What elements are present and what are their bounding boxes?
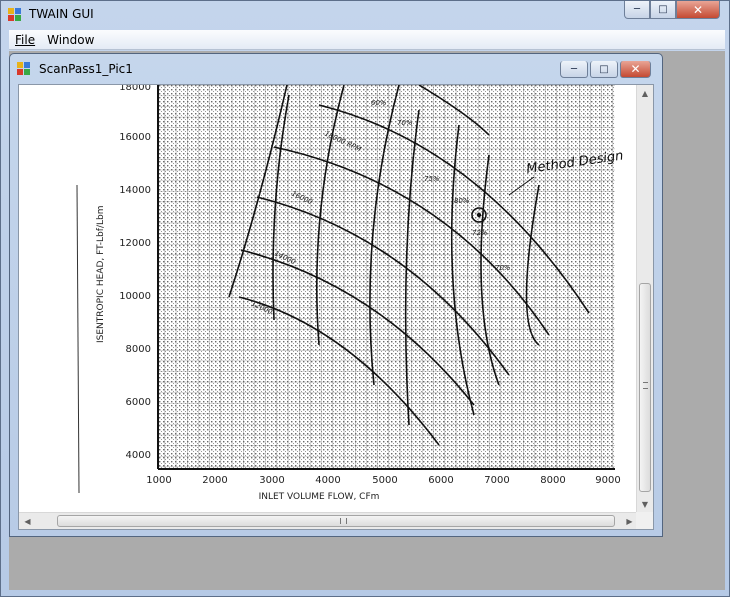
efficiency-label: 72% — [472, 229, 488, 237]
x-tick-label: 8000 — [540, 475, 565, 486]
efficiency-label: 70% — [495, 264, 511, 272]
y-axis-label: ISENTROPIC HEAD, FT-Lbf/Lbm — [96, 206, 106, 343]
y-tick-label: 10000 — [119, 291, 151, 302]
child-maximize-button[interactable]: □ — [590, 61, 618, 78]
y-tick-label: 6000 — [126, 397, 151, 408]
speed-line — [256, 196, 510, 376]
efficiency-line — [404, 109, 420, 426]
efficiency-line — [525, 184, 540, 346]
efficiency-line — [272, 94, 290, 321]
efficiency-line — [315, 85, 345, 346]
speed-line — [273, 146, 550, 336]
y-tick-label: 4000 — [126, 450, 151, 461]
scroll-left-arrow-icon[interactable]: ◀ — [24, 516, 31, 526]
menu-bar: File Window — [9, 30, 725, 50]
y-tick-label: 16000 — [119, 132, 151, 143]
child-title-bar[interactable]: ScanPass1_Pic1 ─ □ ✕ — [10, 54, 662, 80]
x-tick-label: 4000 — [315, 475, 340, 486]
scroll-up-arrow-icon[interactable]: ▲ — [641, 89, 649, 98]
horizontal-scroll-thumb[interactable] — [57, 515, 615, 527]
minimize-button[interactable]: ─ — [624, 1, 650, 19]
x-tick-label: 6000 — [428, 475, 453, 486]
stonewall-line — [418, 85, 490, 136]
maximize-button[interactable]: □ — [650, 1, 676, 19]
design-point-icon — [471, 207, 487, 223]
speed-line — [318, 104, 590, 314]
x-axis-label: INLET VOLUME FLOW, CFm — [259, 492, 380, 502]
child-window: ScanPass1_Pic1 ─ □ ✕ — [9, 53, 663, 537]
scanned-image: 18000 16000 14000 12000 10000 8000 6000 … — [19, 85, 638, 513]
vertical-scrollbar[interactable]: ▲ ▼ — [636, 85, 653, 513]
horizontal-scrollbar[interactable]: ◀ ▶ — [19, 512, 638, 529]
x-tick-label: 1000 — [146, 475, 171, 486]
x-tick-label: 5000 — [372, 475, 397, 486]
y-tick-label-top: 18000 — [119, 85, 151, 93]
y-tick-label: 14000 — [119, 185, 151, 196]
y-tick-label: 8000 — [126, 344, 151, 355]
efficiency-label: 75% — [424, 175, 440, 183]
speed-line — [240, 249, 475, 406]
y-tick-label: 12000 — [119, 238, 151, 249]
menu-file[interactable]: File — [15, 32, 36, 47]
x-tick-label: 2000 — [202, 475, 227, 486]
scroll-down-arrow-icon[interactable]: ▼ — [641, 500, 649, 509]
picture-viewport: 18000 16000 14000 12000 10000 8000 6000 … — [18, 84, 654, 530]
speed-line — [238, 296, 440, 446]
close-button[interactable]: ✕ — [676, 1, 720, 19]
scrollbar-corner — [636, 512, 653, 529]
efficiency-line — [369, 85, 400, 386]
x-tick-label: 7000 — [484, 475, 509, 486]
vertical-scroll-thumb[interactable] — [639, 283, 651, 492]
child-minimize-button[interactable]: ─ — [560, 61, 588, 78]
twain-app-icon — [8, 8, 21, 21]
design-point-dot — [476, 212, 482, 218]
x-tick-label: 3000 — [259, 475, 284, 486]
mdi-client-area: ScanPass1_Pic1 ─ □ ✕ — [9, 51, 725, 590]
efficiency-label: 80% — [454, 197, 470, 205]
twain-app-icon — [17, 62, 30, 75]
scroll-right-arrow-icon[interactable]: ▶ — [626, 516, 633, 526]
main-title-bar[interactable]: TWAIN GUI ─ □ ✕ — [1, 1, 729, 29]
main-window-title: TWAIN GUI — [29, 7, 94, 21]
efficiency-line — [450, 124, 475, 416]
child-window-title: ScanPass1_Pic1 — [39, 62, 133, 76]
efficiency-label: 70% — [397, 119, 413, 127]
efficiency-label: 60% — [371, 99, 387, 107]
child-close-button[interactable]: ✕ — [620, 61, 651, 78]
efficiency-line — [480, 154, 500, 386]
scanned-compressor-map: 18000 16000 14000 12000 10000 8000 6000 … — [76, 85, 624, 502]
menu-window[interactable]: Window — [47, 32, 95, 47]
x-tick-label: 9000 — [595, 475, 620, 486]
